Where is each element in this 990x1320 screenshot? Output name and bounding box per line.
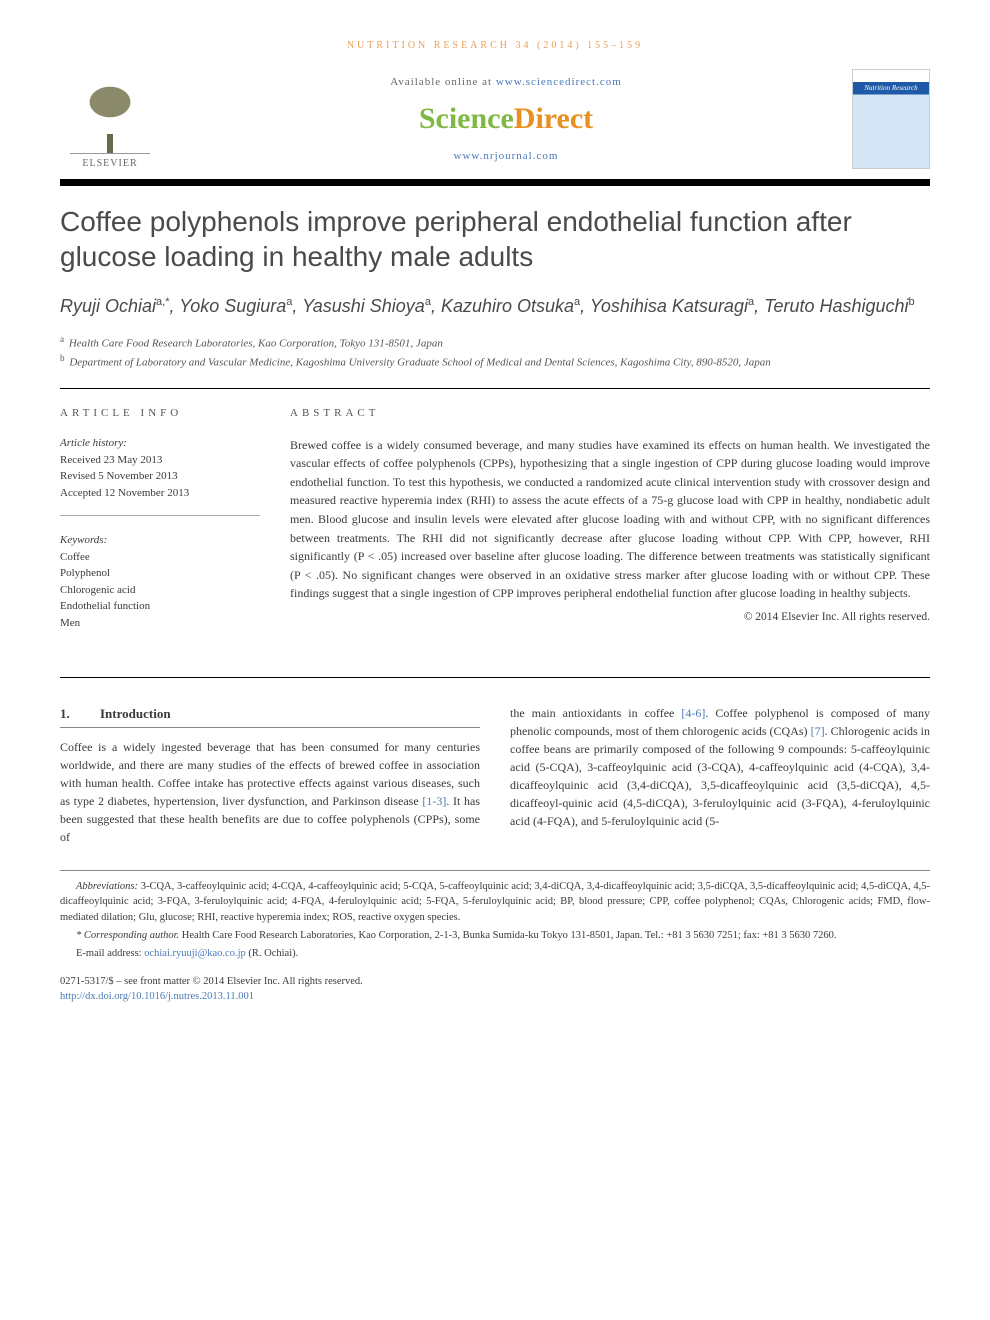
history-received: Received 23 May 2013: [60, 452, 260, 469]
sciencedirect-logo: ScienceDirect: [160, 102, 852, 136]
masthead: ELSEVIER Available online at www.science…: [60, 69, 930, 169]
article-history-block: Article history: Received 23 May 2013 Re…: [60, 435, 260, 516]
keyword: Polyphenol: [60, 565, 260, 582]
elsevier-tree-icon: [70, 84, 150, 154]
history-revised: Revised 5 November 2013: [60, 468, 260, 485]
ref-link-4-6[interactable]: [4-6]: [681, 706, 705, 720]
history-accepted: Accepted 12 November 2013: [60, 485, 260, 502]
article-title: Coffee polyphenols improve peripheral en…: [60, 204, 930, 274]
footnotes-block: Abbreviations: 3-CQA, 3-caffeoylquinic a…: [60, 870, 930, 962]
author-affil-mark: a: [748, 296, 754, 308]
abbrev-label: Abbreviations:: [76, 881, 138, 892]
author-name: Kazuhiro Otsuka: [441, 296, 574, 316]
ref-link-7[interactable]: [7]: [811, 724, 825, 738]
body-column-right: the main antioxidants in coffee [4-6] . C…: [510, 704, 930, 846]
ref-link-1-3[interactable]: [1-3]: [422, 794, 446, 808]
top-thick-rule: [60, 179, 930, 186]
masthead-center: Available online at www.sciencedirect.co…: [160, 76, 852, 162]
intro-paragraph-left: Coffee is a widely ingested beverage tha…: [60, 738, 480, 846]
author-name: Yasushi Shioya: [302, 296, 425, 316]
author-affil-mark: a: [425, 296, 431, 308]
author-affil-mark: b: [909, 296, 915, 308]
sd-word-direct: Direct: [514, 102, 593, 135]
abstract-copyright: © 2014 Elsevier Inc. All rights reserved…: [290, 609, 930, 627]
sd-word-science: Science: [419, 102, 514, 135]
abbreviations-footnote: Abbreviations: 3-CQA, 3-caffeoylquinic a…: [60, 879, 930, 926]
intro-text-2c: . Chlorogenic acids in coffee beans are …: [510, 724, 930, 828]
abstract-text: Brewed coffee is a widely consumed bever…: [290, 436, 930, 603]
authors-line: Ryuji Ochiaia,*, Yoko Sugiuraa, Yasushi …: [60, 294, 930, 319]
article-info-heading: ARTICLE INFO: [60, 405, 260, 422]
corr-label: * Corresponding author.: [76, 930, 179, 941]
copyright-block: 0271-5317/$ – see front matter © 2014 El…: [60, 975, 930, 1004]
section-1-heading: 1.Introduction: [60, 704, 480, 728]
author-name: Yoko Sugiura: [179, 296, 286, 316]
intro-text-2a: the main antioxidants in coffee: [510, 706, 681, 720]
info-abstract-row: ARTICLE INFO Article history: Received 2…: [60, 388, 930, 679]
section-1-title: Introduction: [100, 706, 171, 721]
intro-paragraph-right: the main antioxidants in coffee [4-6] . C…: [510, 704, 930, 830]
affiliation-line: b Department of Laboratory and Vascular …: [60, 352, 930, 371]
author-affil-mark: a: [574, 296, 580, 308]
journal-url: www.nrjournal.com: [160, 150, 852, 162]
history-label: Article history:: [60, 435, 260, 452]
copyright-line: 0271-5317/$ – see front matter © 2014 El…: [60, 975, 930, 990]
sciencedirect-url-link[interactable]: www.sciencedirect.com: [496, 76, 622, 88]
affiliation-line: a Health Care Food Research Laboratories…: [60, 333, 930, 352]
email-suffix: (R. Ochiai).: [246, 948, 299, 959]
author-affil-mark: a: [286, 296, 292, 308]
keyword: Endothelial function: [60, 598, 260, 615]
available-online-text: Available online at www.sciencedirect.co…: [160, 76, 852, 88]
journal-url-link[interactable]: www.nrjournal.com: [454, 150, 559, 162]
body-two-columns: 1.Introduction Coffee is a widely ingest…: [60, 704, 930, 846]
elsevier-logo: ELSEVIER: [60, 69, 160, 169]
author-affil-mark: a,*: [156, 296, 169, 308]
doi-link[interactable]: http://dx.doi.org/10.1016/j.nutres.2013.…: [60, 991, 254, 1002]
section-1-number: 1.: [60, 704, 100, 724]
author-name: Teruto Hashiguchi: [764, 296, 908, 316]
abstract-column: ABSTRACT Brewed coffee is a widely consu…: [290, 405, 930, 662]
elsevier-text: ELSEVIER: [82, 158, 137, 169]
corr-text: Health Care Food Research Laboratories, …: [179, 930, 836, 941]
abstract-heading: ABSTRACT: [290, 405, 930, 422]
cover-title: Nutrition Research: [853, 84, 929, 92]
abbrev-text: 3-CQA, 3-caffeoylquinic acid; 4-CQA, 4-c…: [60, 881, 930, 924]
author-name: Ryuji Ochiai: [60, 296, 156, 316]
keyword: Coffee: [60, 549, 260, 566]
body-column-left: 1.Introduction Coffee is a widely ingest…: [60, 704, 480, 846]
keyword: Chlorogenic acid: [60, 582, 260, 599]
email-link[interactable]: ochiai.ryuuji@kao.co.jp: [144, 948, 246, 959]
email-footnote: E-mail address: ochiai.ryuuji@kao.co.jp …: [60, 946, 930, 962]
journal-cover-thumbnail: Nutrition Research: [852, 69, 930, 169]
keywords-label: Keywords:: [60, 532, 260, 549]
keyword: Men: [60, 615, 260, 632]
author-name: Yoshihisa Katsuragi: [590, 296, 748, 316]
affiliations: a Health Care Food Research Laboratories…: [60, 333, 930, 371]
corresponding-author-footnote: * Corresponding author. Health Care Food…: [60, 928, 930, 944]
intro-text-1: Coffee is a widely ingested beverage tha…: [60, 740, 480, 808]
keywords-block: Keywords: Coffee Polyphenol Chlorogenic …: [60, 532, 260, 645]
running-head: NUTRITION RESEARCH 34 (2014) 155–159: [60, 40, 930, 51]
available-prefix: Available online at: [390, 76, 496, 88]
email-label: E-mail address:: [76, 948, 144, 959]
article-info-column: ARTICLE INFO Article history: Received 2…: [60, 405, 260, 662]
